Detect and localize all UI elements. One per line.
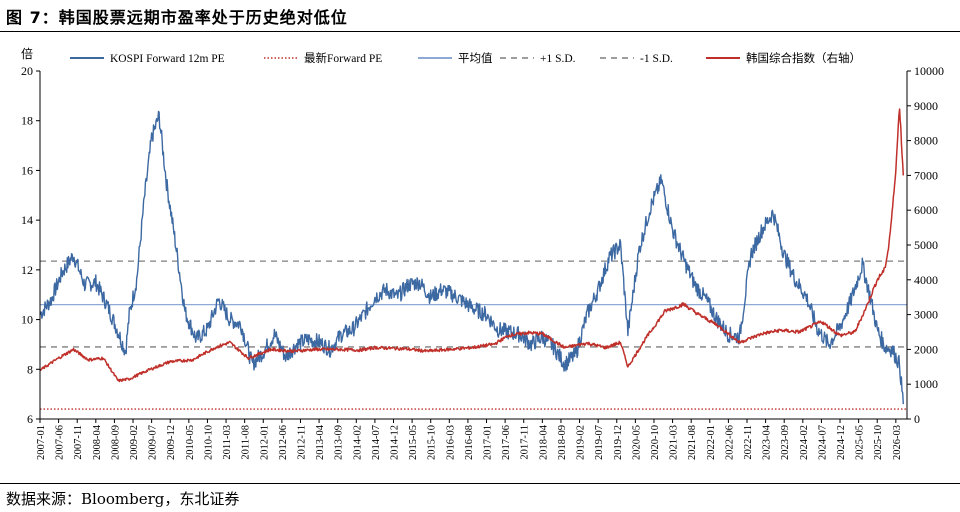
legend: KOSPI Forward 12m PE 最新Forward PE 平均值 +1 S.… <box>70 51 861 65</box>
right-tick-label-4: 4000 <box>914 273 938 287</box>
x-tick-label-45: 2025-10 <box>873 425 884 460</box>
title-rule <box>0 31 960 32</box>
x-tick-label-17: 2014-02 <box>352 425 363 460</box>
legend-label-0: KOSPI Forward 12m PE <box>110 53 225 65</box>
right-tick-label-1: 1000 <box>914 377 938 391</box>
x-tick-label-7: 2009-12 <box>166 425 177 460</box>
x-tick-label-18: 2014-07 <box>371 425 382 460</box>
x-tick-label-1: 2007-06 <box>55 425 66 460</box>
right-tick-label-3: 3000 <box>914 308 938 322</box>
left-tick-label-3: 12 <box>21 263 33 277</box>
reference-lines <box>40 260 907 410</box>
source-note: 数据来源：Bloomberg，东北证券 <box>6 490 240 508</box>
series-line-1 <box>39 108 905 383</box>
x-tick-label-21: 2015-10 <box>427 425 438 460</box>
x-tick-label-26: 2017-11 <box>520 425 531 460</box>
x-tick-label-3: 2008-04 <box>92 424 103 460</box>
left-tick-label-5: 16 <box>21 163 33 177</box>
x-tick-label-41: 2024-02 <box>799 425 810 460</box>
axes: 6 8 10 12 14 16 18 20 倍 0 1000 2000 3000 4000 5000 6000… <box>21 46 944 460</box>
x-tick-label-16: 2013-09 <box>334 425 345 460</box>
x-tick-label-22: 2016-03 <box>445 425 456 460</box>
x-tick-label-46: 2026-03 <box>892 425 903 460</box>
left-tick-label-7: 20 <box>21 64 33 78</box>
x-tick-label-0: 2007-01 <box>36 425 47 460</box>
x-tick-label-38: 2022-11 <box>743 425 754 460</box>
x-tick-label-25: 2017-06 <box>501 425 512 460</box>
x-tick-label-39: 2023-04 <box>762 424 773 460</box>
x-tick-label-37: 2022-06 <box>724 425 735 460</box>
x-tick-label-12: 2012-01 <box>259 425 270 460</box>
x-tick-label-43: 2024-12 <box>836 425 847 460</box>
left-tick-label-1: 8 <box>27 362 33 376</box>
right-tick-label-6: 6000 <box>914 203 938 217</box>
x-tick-label-9: 2010-10 <box>203 425 214 460</box>
left-tick-label-6: 18 <box>21 114 33 128</box>
x-tick-label-35: 2021-08 <box>687 425 698 460</box>
left-tick-label-0: 6 <box>27 412 33 426</box>
x-tick-label-29: 2019-02 <box>576 425 587 460</box>
figure-title: 图 7：韩国股票远期市盈率处于历史绝对低位 <box>6 8 348 27</box>
x-tick-label-20: 2015-05 <box>408 425 419 460</box>
right-tick-label-7: 7000 <box>914 168 938 182</box>
right-tick-label-9: 9000 <box>914 99 938 113</box>
x-tick-label-44: 2025-05 <box>855 425 866 460</box>
x-tick-label-14: 2012-11 <box>296 425 307 460</box>
series-line-0 <box>39 110 904 405</box>
x-tick-label-8: 2010-05 <box>185 425 196 460</box>
x-tick-label-15: 2013-04 <box>315 424 326 460</box>
x-tick-label-4: 2008-09 <box>110 425 121 460</box>
right-tick-label-5: 5000 <box>914 238 938 252</box>
x-tick-label-13: 2012-06 <box>278 425 289 460</box>
x-tick-label-42: 2024-07 <box>817 425 828 460</box>
x-tick-label-11: 2011-08 <box>241 425 252 460</box>
bottom-rule <box>0 483 960 484</box>
right-tick-label-10: 10000 <box>914 64 944 78</box>
x-tick-label-34: 2021-03 <box>669 425 680 460</box>
x-tick-label-28: 2018-09 <box>557 425 568 460</box>
x-tick-label-24: 2017-01 <box>483 425 494 460</box>
legend-label-3: +1 S.D. <box>540 53 576 65</box>
x-tick-label-33: 2020-10 <box>650 425 661 460</box>
x-tick-label-6: 2009-07 <box>148 425 159 460</box>
x-tick-label-31: 2019-12 <box>613 425 624 460</box>
x-tick-label-19: 2014-12 <box>389 425 400 460</box>
x-tick-label-36: 2022-01 <box>706 425 717 460</box>
legend-label-1: 最新Forward PE <box>304 51 382 65</box>
series-lines <box>39 108 905 405</box>
x-tick-label-32: 2020-05 <box>631 425 642 460</box>
right-tick-label-2: 2000 <box>914 342 938 356</box>
pe-chart: 6 8 10 12 14 16 18 20 倍 0 1000 2000 3000 4000 5000 6000… <box>21 46 944 460</box>
x-tick-label-30: 2019-07 <box>594 425 605 460</box>
x-tick-label-40: 2023-09 <box>780 425 791 460</box>
x-tick-label-10: 2011-03 <box>222 425 233 460</box>
legend-label-2: 平均值 <box>458 52 493 65</box>
left-tick-label-2: 10 <box>21 313 33 327</box>
x-tick-label-23: 2016-08 <box>464 425 475 460</box>
legend-label-5: 韩国综合指数（右轴） <box>746 51 861 65</box>
x-tick-label-2: 2007-11 <box>73 425 84 460</box>
x-tick-label-5: 2009-02 <box>129 425 140 460</box>
left-tick-label-4: 14 <box>21 213 33 227</box>
right-tick-label-0: 0 <box>914 412 920 426</box>
x-tick-label-27: 2018-04 <box>538 424 549 460</box>
left-axis-label: 倍 <box>21 46 33 61</box>
legend-label-4: -1 S.D. <box>640 53 673 65</box>
right-tick-label-8: 8000 <box>914 134 938 148</box>
